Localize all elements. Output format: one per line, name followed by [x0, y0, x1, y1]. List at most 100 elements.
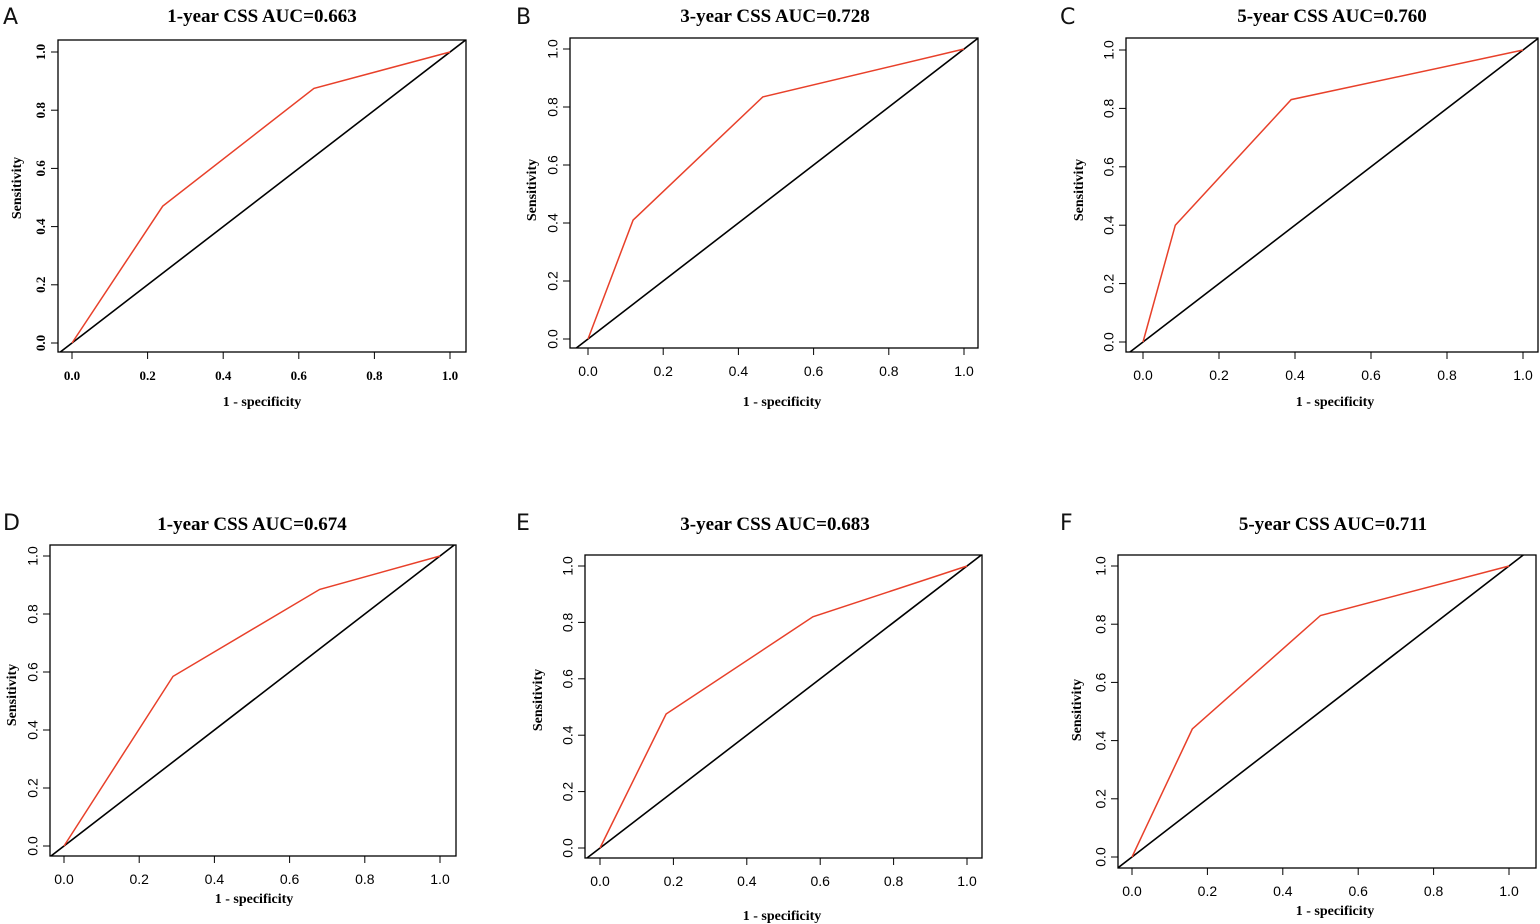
y-tick-label: 0.8 — [25, 604, 41, 624]
x-tick-label: 0.4 — [215, 368, 232, 383]
y-axis-label: Sensitivity — [1070, 679, 1085, 741]
x-axis-label: 1 - specificity — [743, 909, 822, 924]
x-tick-label: 0.2 — [139, 368, 155, 383]
roc-curve — [71, 51, 451, 344]
y-axis-label: Sensitivity — [1072, 159, 1087, 221]
x-tick-label: 0.0 — [1122, 883, 1142, 899]
x-tick-label: 1.0 — [442, 368, 458, 383]
x-tick-label: 1.0 — [957, 873, 977, 889]
y-tick-label: 0.0 — [33, 335, 48, 351]
x-tick-label: 0.8 — [884, 873, 904, 889]
x-tick-label: 0.6 — [280, 871, 300, 887]
chart-title: 1-year CSS AUC=0.674 — [157, 514, 347, 535]
y-tick-label: 0.6 — [25, 662, 41, 682]
y-tick-label: 0.0 — [1093, 847, 1109, 867]
y-tick-label: 0.0 — [25, 836, 41, 856]
roc-curve — [1131, 565, 1510, 858]
y-tick-label: 0.4 — [1093, 731, 1109, 751]
x-tick-label: 0.0 — [54, 871, 74, 887]
y-tick-label: 0.0 — [560, 838, 576, 858]
x-tick-label: 0.0 — [578, 363, 598, 379]
x-tick-label: 0.2 — [1209, 367, 1229, 383]
panel-letter: E — [516, 511, 530, 536]
reference-line — [58, 40, 466, 352]
y-tick-label: 0.0 — [545, 329, 561, 349]
roc-panel-b: B 3-year CSS AUC=0.728 0.0 0.2 0.4 0.6 0.8 1.0 0… — [516, 5, 979, 410]
x-tick-label: 0.6 — [804, 363, 824, 379]
panel-letter: B — [516, 5, 531, 30]
x-tick-label: 0.6 — [1361, 367, 1381, 383]
plot-frame — [1117, 554, 1537, 869]
y-tick-label: 0.8 — [545, 97, 561, 117]
panel-letter: C — [1060, 5, 1075, 30]
reference-line — [50, 545, 456, 856]
y-tick-label: 0.4 — [25, 720, 41, 740]
y-tick-label: 0.2 — [33, 277, 48, 293]
y-tick-label: 0.6 — [560, 669, 576, 689]
x-tick-label: 0.0 — [64, 368, 80, 383]
plot-frame — [49, 544, 457, 857]
y-tick-label: 0.2 — [25, 778, 41, 798]
chart-title: 3-year CSS AUC=0.728 — [680, 6, 869, 27]
reference-line — [585, 555, 982, 858]
roc-panel-a: A 1-year CSS AUC=0.663 0.0 0.2 0.4 0.6 0.8 1.0 0… — [3, 5, 467, 410]
x-tick-label: 0.6 — [1348, 883, 1368, 899]
y-tick-label: 1.0 — [33, 44, 48, 60]
plot-frame — [57, 39, 467, 353]
roc-curve — [587, 48, 965, 340]
x-tick-label: 0.2 — [129, 871, 149, 887]
y-tick-label: 0.2 — [1101, 274, 1117, 294]
x-tick-label: 1.0 — [430, 871, 450, 887]
x-axis-label: 1 - specificity — [1296, 904, 1375, 919]
x-tick-label: 0.8 — [366, 368, 383, 383]
y-tick-label: 0.6 — [1101, 157, 1117, 177]
y-axis-label: Sensitivity — [531, 669, 546, 731]
y-tick-label: 0.4 — [560, 725, 576, 745]
x-tick-label: 0.8 — [879, 363, 899, 379]
x-axis-label: 1 - specificity — [215, 892, 294, 907]
plot-frame — [569, 37, 979, 349]
plot-frame — [1125, 37, 1539, 353]
chart-title: 5-year CSS AUC=0.711 — [1239, 514, 1427, 535]
y-tick-label: 0.4 — [1101, 215, 1117, 235]
panel-letter: A — [3, 5, 18, 30]
x-tick-label: 0.2 — [1198, 883, 1218, 899]
y-tick-label: 0.2 — [1093, 789, 1109, 809]
y-tick-label: 0.8 — [1101, 98, 1117, 118]
y-axis-label: Sensitivity — [525, 159, 540, 221]
x-tick-label: 0.8 — [1437, 367, 1457, 383]
x-tick-label: 1.0 — [1513, 367, 1533, 383]
y-tick-label: 1.0 — [545, 39, 561, 59]
x-tick-label: 0.2 — [664, 873, 684, 889]
y-tick-label: 0.6 — [33, 160, 48, 177]
x-axis-label: 1 - specificity — [1296, 395, 1375, 410]
y-tick-label: 1.0 — [25, 546, 41, 566]
y-tick-label: 1.0 — [1093, 556, 1109, 576]
reference-line — [575, 38, 978, 348]
plot-frame — [584, 554, 983, 859]
y-tick-label: 0.6 — [545, 155, 561, 175]
y-tick-label: 0.2 — [560, 782, 576, 802]
x-tick-label: 0.6 — [291, 368, 308, 383]
x-tick-label: 0.4 — [737, 873, 757, 889]
chart-title: 5-year CSS AUC=0.760 — [1237, 6, 1426, 27]
roc-panel-d: D 1-year CSS AUC=0.674 0.0 0.2 0.4 0.6 0.8 1.0 0… — [3, 511, 457, 907]
roc-panel-c: C 5-year CSS AUC=0.760 0.0 0.2 0.4 0.6 0.8 1.0 0… — [1060, 5, 1539, 410]
x-tick-label: 0.4 — [729, 363, 749, 379]
x-tick-label: 0.2 — [653, 363, 673, 379]
x-tick-label: 0.4 — [1273, 883, 1293, 899]
y-tick-label: 0.8 — [1093, 614, 1109, 634]
roc-curve — [1142, 49, 1524, 343]
panel-letter: F — [1060, 511, 1073, 536]
x-tick-label: 1.0 — [1499, 883, 1519, 899]
chart-title: 3-year CSS AUC=0.683 — [680, 514, 869, 535]
x-tick-label: 0.8 — [1424, 883, 1444, 899]
roc-curve — [599, 565, 968, 849]
reference-line — [1128, 38, 1538, 352]
y-tick-label: 0.0 — [1101, 332, 1117, 352]
x-axis-label: 1 - specificity — [223, 395, 302, 410]
x-tick-label: 0.0 — [590, 873, 610, 889]
y-tick-label: 1.0 — [1101, 40, 1117, 60]
x-tick-label: 0.6 — [810, 873, 830, 889]
